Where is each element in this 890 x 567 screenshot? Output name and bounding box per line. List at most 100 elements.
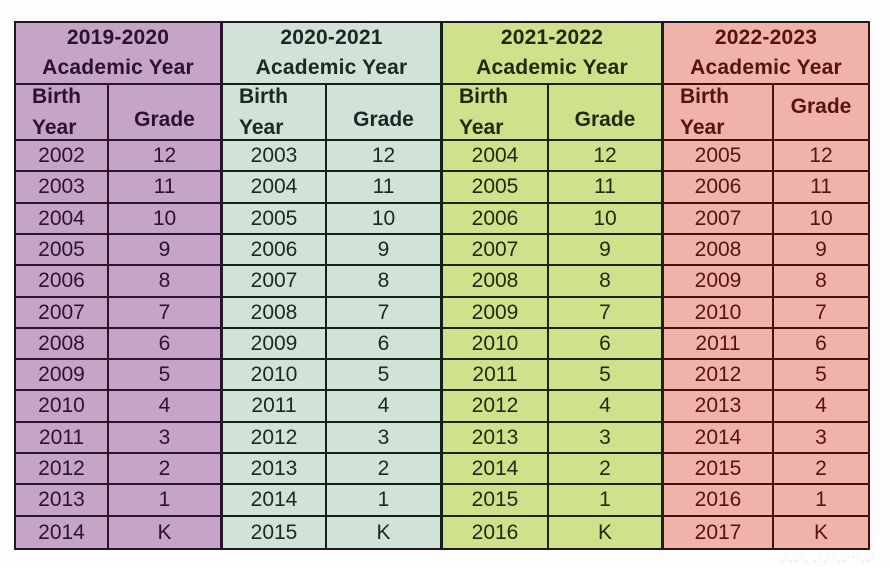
grade-cell: 11 [774,172,868,204]
birth-year-cell: 2005 [664,141,774,173]
grade-cell: 2 [327,454,443,486]
birth-year-cell: 2012 [223,422,327,455]
grade-cell: 8 [549,266,664,298]
grade-cell: 3 [774,422,868,455]
grade-cell: 9 [327,234,443,267]
grade-cell: 7 [549,297,664,329]
birth-year-cell: 2012 [16,454,109,486]
birth-year-cell: 2015 [664,454,774,486]
grade-cell: 9 [549,234,664,267]
grade-cell: 11 [327,172,443,204]
birth-year-cell: 2014 [223,485,327,517]
grade-cell: 9 [774,234,868,267]
grade-cell: 12 [109,141,223,173]
grade-cell: 8 [327,266,443,298]
grade-cell: 7 [774,297,868,329]
grade-column-header: Grade [109,85,223,141]
grade-cell: 6 [109,328,223,361]
grade-cell: 12 [774,141,868,173]
birth-year-cell: 2007 [223,266,327,298]
birth-year-cell: 2011 [223,391,327,423]
birth-year-cell: 2013 [664,391,774,423]
birth-year-cell: 2009 [443,297,549,329]
birth-year-cell: 2011 [443,360,549,392]
grade-cell: 2 [549,454,664,486]
grade-cell: 9 [109,234,223,267]
birth-year-cell: 2017 [664,516,774,548]
academic-year-grade-table: 2019-2020 Academic Year 2020-2021 Academ… [14,21,870,550]
birth-year-cell: 2008 [443,266,549,298]
grade-cell: 6 [774,328,868,361]
grade-column-header: Grade [327,85,443,141]
birth-year-cell: 2014 [664,422,774,455]
birth-year-cell: 2006 [223,234,327,267]
grade-cell: 3 [327,422,443,455]
academic-year-header-2021-2022: 2021-2022 Academic Year [443,23,664,85]
grade-cell: 12 [549,141,664,173]
grade-cell: K [774,516,868,548]
birth-year-cell: 2004 [443,141,549,173]
birth-year-cell: 2004 [223,172,327,204]
grade-cell: 5 [327,360,443,392]
grade-column-header: Grade [549,85,664,141]
grade-column-header: Grade [774,85,868,141]
watermark: ·˙··˙· ·˙·˙˙··˙˙˙··˙ [779,556,876,567]
birth-year-cell: 2007 [443,234,549,267]
birth-year-cell: 2009 [223,328,327,361]
grade-cell: 2 [109,454,223,486]
birth-year-cell: 2016 [443,516,549,548]
birth-year-cell: 2016 [664,485,774,517]
academic-year-header-2019-2020: 2019-2020 Academic Year [16,23,223,85]
birth-year-cell: 2011 [664,328,774,361]
grade-cell: 8 [774,266,868,298]
academic-year-header-2020-2021: 2020-2021 Academic Year [223,23,443,85]
grade-cell: 5 [549,360,664,392]
birth-year-column-header: Birth Year [664,85,774,141]
birth-year-cell: 2013 [223,454,327,486]
grade-cell: K [549,516,664,548]
birth-year-cell: 2009 [16,360,109,392]
birth-year-cell: 2014 [16,516,109,548]
birth-year-cell: 2013 [16,485,109,517]
grade-cell: 4 [774,391,868,423]
grade-cell: 8 [109,266,223,298]
grade-cell: 5 [774,360,868,392]
birth-year-cell: 2004 [16,203,109,235]
academic-year-header-2022-2023: 2022-2023 Academic Year [664,23,868,85]
birth-year-cell: 2006 [664,172,774,204]
grade-cell: 11 [549,172,664,204]
grade-cell: K [109,516,223,548]
grade-cell: 11 [109,172,223,204]
birth-year-cell: 2005 [223,203,327,235]
birth-year-cell: 2011 [16,422,109,455]
grade-cell: 4 [327,391,443,423]
grade-cell: 6 [549,328,664,361]
grade-cell: 4 [109,391,223,423]
grade-cell: 10 [549,203,664,235]
birth-year-cell: 2012 [664,360,774,392]
birth-year-column-header: Birth Year [16,85,109,141]
grade-cell: 5 [109,360,223,392]
birth-year-cell: 2010 [443,328,549,361]
birth-year-cell: 2015 [223,516,327,548]
birth-year-cell: 2005 [443,172,549,204]
grade-cell: 3 [109,422,223,455]
birth-year-cell: 2010 [223,360,327,392]
birth-year-cell: 2014 [443,454,549,486]
birth-year-cell: 2009 [664,266,774,298]
grade-cell: 7 [109,297,223,329]
birth-year-cell: 2010 [664,297,774,329]
birth-year-cell: 2008 [664,234,774,267]
birth-year-cell: 2003 [16,172,109,204]
grade-cell: 10 [774,203,868,235]
grade-cell: 10 [327,203,443,235]
birth-year-cell: 2003 [223,141,327,173]
grade-cell: 3 [549,422,664,455]
birth-year-cell: 2008 [223,297,327,329]
grade-cell: 12 [327,141,443,173]
grade-cell: 1 [327,485,443,517]
grade-cell: K [327,516,443,548]
grade-cell: 4 [549,391,664,423]
grade-cell: 1 [774,485,868,517]
birth-year-cell: 2006 [443,203,549,235]
